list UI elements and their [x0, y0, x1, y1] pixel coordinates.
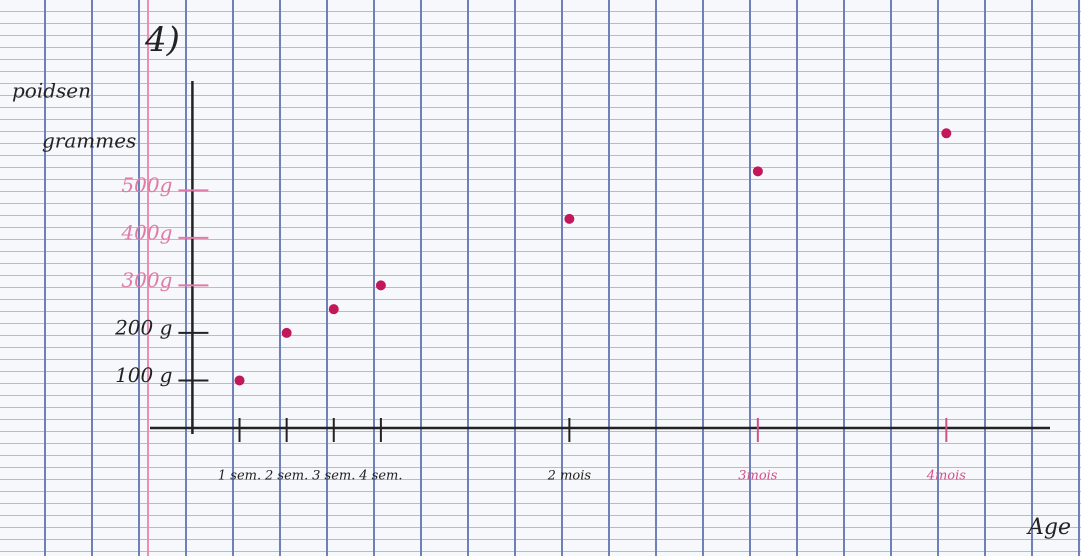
y-axis-label: poidsen [12, 79, 91, 103]
data-point [376, 280, 386, 290]
data-point [235, 375, 245, 385]
x-axis-label: Age [1026, 515, 1071, 540]
x-tick-label: 2 mois [547, 469, 592, 484]
data-point [753, 166, 763, 176]
x-tick-label: 2 sem. [264, 469, 308, 484]
y-axis-label: grammes [42, 129, 136, 153]
x-tick-label: 3 sem. [312, 469, 355, 484]
x-tick-label: 4 sem. [358, 469, 402, 484]
data-point [564, 214, 574, 224]
x-tick-label: 4mois [926, 469, 967, 484]
y-tick-label: 400g [120, 220, 172, 244]
y-tick-label: 100 g [115, 363, 172, 387]
y-tick-label: 500g [121, 173, 172, 197]
chart: 4) poidsen grammes Age 100 g 200 g 300g 400… [0, 0, 1081, 556]
x-tick-label: 1 sem. [218, 469, 261, 484]
chart-title: 4) [144, 20, 180, 60]
y-tick-label: 300g [121, 268, 172, 292]
x-tick-label: 3mois [738, 469, 778, 484]
data-point [282, 328, 292, 338]
page: 4) poidsen grammes Age 100 g 200 g 300g 400… [0, 0, 1081, 556]
y-tick-label: 200 g [114, 315, 172, 339]
data-point [329, 304, 339, 314]
data-point [941, 128, 951, 138]
